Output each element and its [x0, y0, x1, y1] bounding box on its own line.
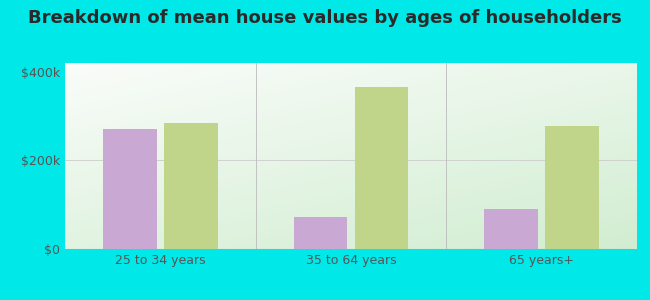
Bar	[103, 129, 157, 249]
Bar	[545, 126, 599, 249]
Bar	[355, 87, 408, 249]
Bar	[164, 123, 218, 249]
Bar	[294, 217, 347, 249]
Bar	[484, 209, 538, 249]
Text: Breakdown of mean house values by ages of householders: Breakdown of mean house values by ages o…	[28, 9, 622, 27]
